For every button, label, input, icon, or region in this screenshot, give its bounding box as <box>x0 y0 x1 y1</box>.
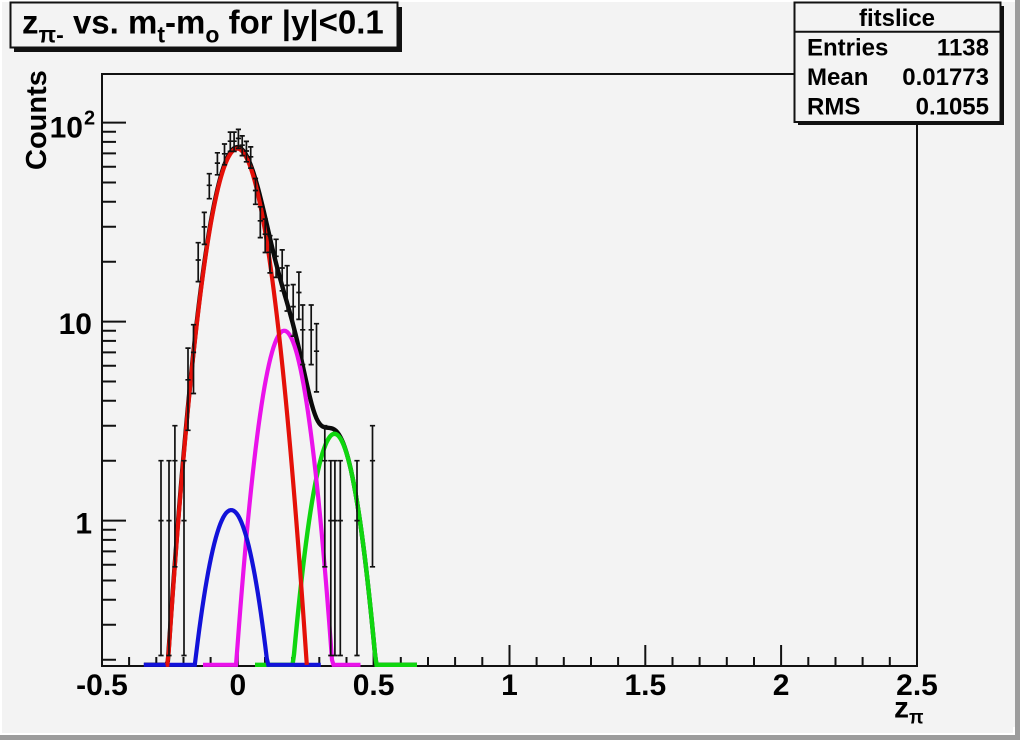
svg-text:0.1055: 0.1055 <box>916 94 989 121</box>
svg-text:0.01773: 0.01773 <box>902 64 989 91</box>
svg-text:2: 2 <box>773 669 790 702</box>
svg-text:10: 10 <box>50 112 83 145</box>
svg-text:1: 1 <box>501 669 518 702</box>
svg-text:2.5: 2.5 <box>896 669 938 702</box>
svg-text:1: 1 <box>75 508 92 541</box>
svg-text:-0.5: -0.5 <box>76 669 128 702</box>
svg-text:fitslice: fitslice <box>859 5 935 32</box>
svg-text:0: 0 <box>229 669 246 702</box>
svg-text:1.5: 1.5 <box>624 669 666 702</box>
svg-text:zπ- vs. mt-mo for |y|<0.1: zπ- vs. mt-mo for |y|<0.1 <box>22 4 384 48</box>
svg-text:Counts: Counts <box>21 70 53 170</box>
svg-text:2: 2 <box>84 108 95 130</box>
svg-text:10: 10 <box>59 308 92 341</box>
svg-text:Entries: Entries <box>807 35 888 62</box>
svg-text:0.5: 0.5 <box>353 669 395 702</box>
svg-text:Mean: Mean <box>807 64 868 91</box>
svg-text:RMS: RMS <box>807 94 860 121</box>
svg-text:1138: 1138 <box>937 35 989 62</box>
